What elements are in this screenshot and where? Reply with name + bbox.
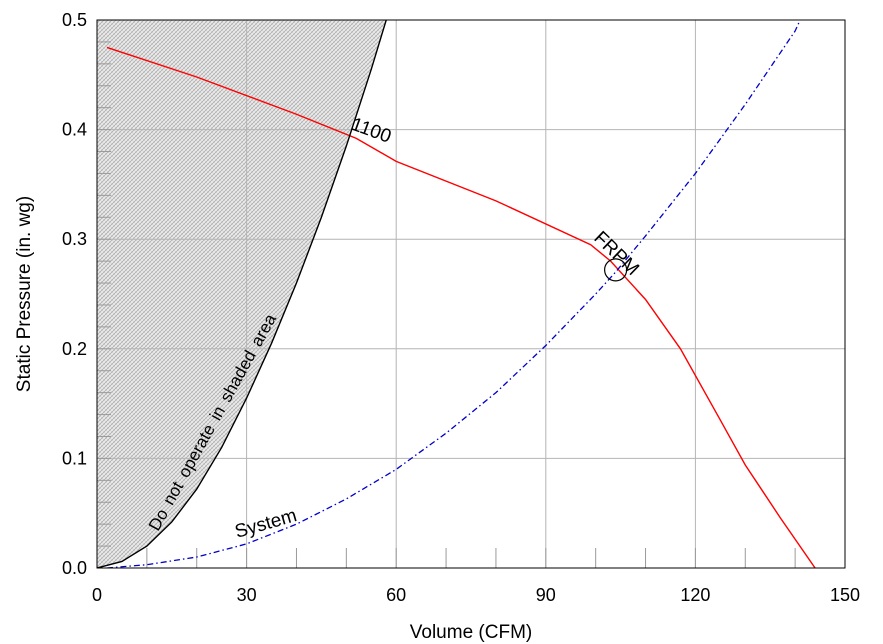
y-axis-title: Static Pressure (in. wg) bbox=[14, 196, 35, 392]
y-tick-labels: 0.0 0.1 0.2 0.3 0.4 0.5 bbox=[62, 10, 87, 578]
x-axis-title: Volume (CFM) bbox=[410, 622, 532, 643]
x-tick-label: 60 bbox=[386, 585, 406, 605]
y-tick-label: 0.5 bbox=[62, 10, 87, 30]
y-tick-label: 0.3 bbox=[62, 229, 87, 249]
y-tick-label: 0.4 bbox=[62, 120, 87, 140]
rpm-curve-label: 1100 bbox=[348, 114, 394, 148]
system-curve-label: System bbox=[233, 505, 300, 543]
y-tick-label: 0.0 bbox=[62, 558, 87, 578]
x-tick-label: 150 bbox=[830, 585, 860, 605]
y-tick-label: 0.1 bbox=[62, 448, 87, 468]
x-tick-label: 30 bbox=[237, 585, 257, 605]
shaded-area bbox=[97, 20, 386, 568]
x-tick-label: 0 bbox=[92, 585, 102, 605]
shaded-region bbox=[97, 20, 386, 568]
x-tick-label: 120 bbox=[680, 585, 710, 605]
y-tick-label: 0.2 bbox=[62, 339, 87, 359]
fr-rpm-label: FRPM bbox=[590, 227, 643, 279]
x-tick-labels: 0 30 60 90 120 150 bbox=[92, 585, 860, 605]
x-tick-label: 90 bbox=[536, 585, 556, 605]
